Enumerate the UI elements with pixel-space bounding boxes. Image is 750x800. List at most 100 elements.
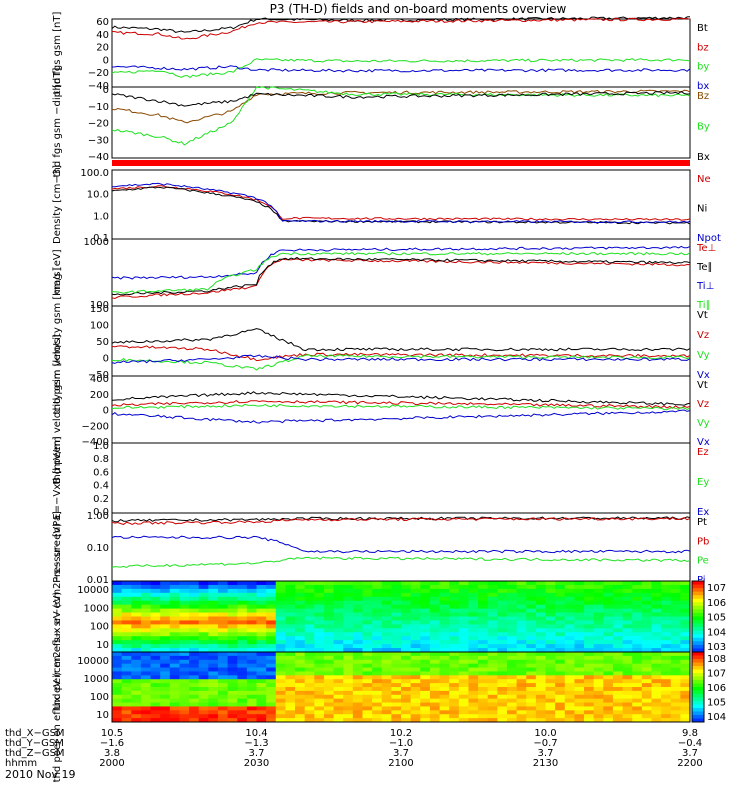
panel-peim_velocity: thd peim velocity gsm [km/s] 150100500−50…	[52, 268, 710, 415]
heatmap-cell	[150, 706, 161, 711]
heatmap-cell	[246, 706, 257, 711]
heatmap-cell	[237, 596, 248, 602]
heatmap-cell	[150, 671, 161, 676]
heatmap-cell	[217, 608, 229, 614]
heatmap-cell	[217, 640, 229, 645]
heatmap-cell	[439, 675, 450, 680]
heatmap-cell	[603, 628, 614, 633]
heatmap-cell	[526, 652, 537, 657]
heatmap-cell	[140, 616, 152, 621]
heatmap-cell	[670, 706, 681, 711]
heatmap-cell	[670, 671, 681, 676]
heatmap-cell	[246, 698, 257, 704]
heatmap-cell	[516, 624, 527, 629]
heatmap-cell	[140, 687, 152, 692]
heatmap-cell	[670, 612, 681, 617]
heatmap-cell	[246, 608, 257, 614]
heatmap-cell	[410, 690, 421, 696]
heatmap-cell	[227, 718, 238, 723]
heatmap-cell	[622, 584, 633, 590]
heatmap-cell	[651, 648, 662, 653]
heatmap-cell	[217, 690, 229, 696]
heatmap-cell	[535, 612, 546, 617]
heatmap-cell	[526, 636, 537, 641]
heatmap-cell	[217, 714, 229, 719]
heatmap-cell	[401, 584, 412, 590]
heatmap-cell	[506, 675, 518, 680]
heatmap-cell	[641, 663, 652, 669]
heatmap-cell	[603, 640, 614, 645]
heatmap-cell	[323, 702, 335, 707]
heatmap-cell	[429, 663, 441, 669]
heatmap-cell	[661, 640, 672, 645]
heatmap-cell	[584, 628, 595, 633]
heatmap-cell	[391, 636, 402, 641]
heatmap-cell	[169, 648, 180, 653]
heatmap-cell	[352, 592, 363, 598]
heatmap-cell	[131, 592, 142, 598]
heatmap-cell	[189, 714, 200, 719]
heatmap-cell	[506, 710, 518, 715]
heatmap-cell	[564, 640, 575, 645]
heatmap-cell	[574, 581, 585, 586]
colorbar-cell	[692, 655, 704, 660]
heatmap-cell	[506, 644, 518, 649]
heatmap-cell	[333, 592, 344, 598]
heatmap-cell	[680, 659, 691, 665]
heatmap-cell	[314, 675, 325, 680]
heatmap-cell	[295, 698, 306, 704]
heatmap-cell	[555, 690, 566, 696]
heatmap-cell	[285, 644, 296, 649]
colorbar-cell	[692, 662, 704, 667]
heatmap-cell	[670, 690, 681, 696]
heatmap-cell	[401, 581, 412, 586]
colorbar-cell	[692, 718, 704, 723]
heatmap-cell	[603, 683, 614, 688]
heatmap-cell	[497, 644, 508, 649]
heatmap-cell	[612, 628, 624, 633]
heatmap-cell	[564, 659, 575, 665]
heatmap-cell	[612, 698, 624, 704]
heatmap-cell	[478, 612, 489, 617]
heatmap-cell	[535, 640, 546, 645]
heatmap-cell	[150, 710, 161, 715]
heatmap-cell	[343, 667, 354, 672]
heatmap-cell	[497, 620, 508, 625]
heatmap-cell	[160, 652, 171, 657]
heatmap-cell	[314, 671, 325, 676]
heatmap-cell	[506, 636, 518, 641]
heatmap-cell	[555, 596, 566, 602]
heatmap-cell	[131, 671, 142, 676]
heatmap-cell	[661, 667, 672, 672]
heatmap-cell	[574, 636, 585, 641]
colorbar-cell	[692, 598, 704, 603]
heatmap-cell	[275, 636, 286, 641]
heatmap-cell	[612, 683, 624, 688]
heatmap-cell	[458, 714, 469, 719]
heatmap-cell	[237, 644, 248, 649]
heatmap-cell	[487, 714, 498, 719]
heatmap-cell	[217, 663, 229, 669]
heatmap-cell	[401, 588, 412, 594]
heatmap-cell	[526, 675, 537, 680]
heatmap-cell	[593, 628, 604, 633]
heatmap-cell	[545, 644, 556, 649]
heatmap-cell	[526, 640, 537, 645]
heatmap-cell	[314, 636, 325, 641]
series-line-Te⊥	[111, 258, 691, 300]
heatmap-cell	[323, 667, 335, 672]
heatmap-cell	[333, 679, 344, 684]
x-tick-label: −1.3	[244, 738, 268, 749]
heatmap-cell	[555, 628, 566, 633]
heatmap-cell	[140, 628, 152, 633]
y-tick-label: 0.10	[87, 543, 109, 554]
y-tick-label: 10.0	[87, 190, 109, 201]
legend-Pb: Pb	[697, 536, 709, 547]
heatmap-cell	[410, 718, 421, 723]
heatmap-cell	[343, 636, 354, 641]
heatmap-cell	[506, 698, 518, 704]
heatmap-cell	[439, 683, 450, 688]
heatmap-cell	[362, 644, 373, 649]
heatmap-cell	[304, 600, 315, 606]
